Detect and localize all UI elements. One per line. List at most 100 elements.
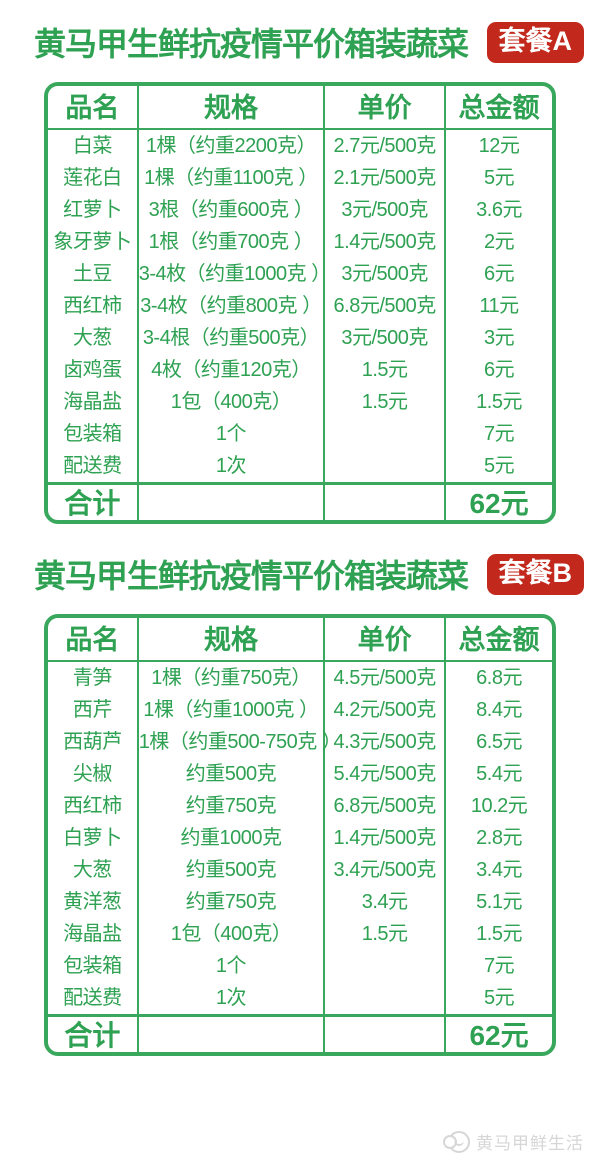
table-cell: 西芹 bbox=[48, 694, 139, 726]
header-cell-product: 品名 bbox=[48, 86, 139, 130]
package-a-header: 黄马甲生鲜抗疫情平价箱装蔬菜 套餐A bbox=[34, 20, 584, 64]
table-cell: 6.5元 bbox=[476, 731, 522, 753]
table-cell: 白菜 bbox=[48, 130, 139, 162]
header-cell-spec: 规格 bbox=[138, 618, 326, 662]
table-cell: 1包（400克） bbox=[139, 918, 326, 950]
table-cell: 配送费 bbox=[48, 982, 139, 1014]
table-cell: 5元 bbox=[483, 987, 515, 1009]
header-cell-total: 总金额 bbox=[446, 618, 552, 662]
total-row: 合计 62元 bbox=[48, 482, 552, 520]
table-cell: 1.5元 bbox=[476, 923, 522, 945]
table-cell: 白萝卜 bbox=[48, 822, 139, 854]
package-b-section: 黄马甲生鲜抗疫情平价箱装蔬菜 套餐B 品名 规格 单价 总金额 青笋 1棵（约重7… bbox=[0, 552, 600, 1056]
table-cell: 1.4元/500克 bbox=[325, 822, 447, 854]
table-cell bbox=[325, 418, 447, 450]
table-cell: 1次 bbox=[139, 982, 326, 1014]
table-cell: 3.4元 bbox=[476, 859, 522, 881]
table-cell: 3-4枚（约重1000克 ） bbox=[139, 258, 331, 290]
table-row: 尖椒 约重500克 5.4元/500克 5.4元 bbox=[48, 758, 552, 790]
table-cell: 3元/500克 bbox=[325, 322, 447, 354]
table-cell: 3-4根（约重500克） bbox=[139, 322, 326, 354]
price-table-b: 品名 规格 单价 总金额 青笋 1棵（约重750克） 4.5元/500克 6.8元 西芹… bbox=[44, 614, 556, 1056]
table-cell: 土豆 bbox=[48, 258, 139, 290]
table-row: 莲花白 1棵（约重1100克 ） 2.1元/500克 5元 bbox=[48, 162, 552, 194]
table-row: 配送费 1次 5元 bbox=[48, 982, 552, 1014]
table-cell: 1.5元 bbox=[476, 391, 522, 413]
table-cell: 1棵（约重500-750克 ） bbox=[139, 726, 342, 758]
table-cell: 7元 bbox=[483, 423, 515, 445]
table-row: 包装箱 1个 7元 bbox=[48, 418, 552, 450]
table-cell: 12元 bbox=[478, 135, 520, 157]
table-row: 白菜 1棵（约重2200克） 2.7元/500克 12元 bbox=[48, 130, 552, 162]
table-row: 海晶盐 1包（400克） 1.5元 1.5元 bbox=[48, 386, 552, 418]
table-cell: 6元 bbox=[483, 359, 515, 381]
table-cell: 1.5元 bbox=[325, 918, 447, 950]
table-cell: 1棵（约重750克） bbox=[139, 662, 326, 694]
table-cell bbox=[325, 450, 447, 482]
total-label: 合计 bbox=[48, 482, 139, 520]
table-row: 西葫芦 1棵（约重500-750克 ） 4.3元/500克 6.5元 bbox=[48, 726, 552, 758]
table-row: 西红柿 3-4枚（约重800克 ） 6.8元/500克 11元 bbox=[48, 290, 552, 322]
header-cell-product: 品名 bbox=[48, 618, 139, 662]
total-label: 合计 bbox=[48, 1014, 139, 1052]
table-cell: 大葱 bbox=[48, 322, 139, 354]
table-cell: 3.4元/500克 bbox=[325, 854, 447, 886]
table-cell: 6元 bbox=[483, 263, 515, 285]
table-cell: 11元 bbox=[479, 295, 519, 317]
header-cell-spec: 规格 bbox=[138, 86, 326, 130]
table-cell bbox=[325, 950, 447, 982]
table-row: 象牙萝卜 1根（约重700克 ） 1.4元/500克 2元 bbox=[48, 226, 552, 258]
table-body: 白菜 1棵（约重2200克） 2.7元/500克 12元 莲花白 1棵（约重1100克 ）… bbox=[48, 130, 552, 482]
table-header-row: 品名 规格 单价 总金额 bbox=[48, 618, 552, 662]
table-cell: 4.5元/500克 bbox=[325, 662, 447, 694]
table-cell: 5.4元 bbox=[476, 763, 522, 785]
table-cell: 配送费 bbox=[48, 450, 139, 482]
table-cell: 约重500克 bbox=[139, 758, 326, 790]
table-cell: 包装箱 bbox=[48, 950, 139, 982]
table-cell: 约重1000克 bbox=[139, 822, 326, 854]
table-cell: 2元 bbox=[483, 231, 515, 253]
package-badge: 套餐A bbox=[486, 21, 584, 63]
table-cell: 1.4元/500克 bbox=[325, 226, 447, 258]
watermark-logo-icon bbox=[443, 1130, 470, 1153]
table-cell: 5.1元 bbox=[476, 891, 522, 913]
table-cell: 西红柿 bbox=[48, 290, 139, 322]
table-row: 土豆 3-4枚（约重1000克 ） 3元/500克 6元 bbox=[48, 258, 552, 290]
table-row: 白萝卜 约重1000克 1.4元/500克 2.8元 bbox=[48, 822, 552, 854]
table-cell: 6.8元/500克 bbox=[325, 790, 447, 822]
table-row: 配送费 1次 5元 bbox=[48, 450, 552, 482]
table-cell: 西葫芦 bbox=[48, 726, 139, 758]
table-cell: 1棵（约重1100克 ） bbox=[139, 162, 326, 194]
table-row: 海晶盐 1包（400克） 1.5元 1.5元 bbox=[48, 918, 552, 950]
table-row: 红萝卜 3根（约重600克 ） 3元/500克 3.6元 bbox=[48, 194, 552, 226]
table-cell: 6.8元/500克 bbox=[325, 290, 447, 322]
package-a-section: 黄马甲生鲜抗疫情平价箱装蔬菜 套餐A 品名 规格 单价 总金额 白菜 1棵（约重2… bbox=[0, 20, 600, 524]
table-cell bbox=[325, 982, 447, 1014]
package-title: 黄马甲生鲜抗疫情平价箱装蔬菜 bbox=[34, 26, 469, 62]
table-cell: 莲花白 bbox=[48, 162, 139, 194]
table-cell: 2.8元 bbox=[476, 827, 522, 849]
table-row: 青笋 1棵（约重750克） 4.5元/500克 6.8元 bbox=[48, 662, 552, 694]
table-row: 黄洋葱 约重750克 3.4元 5.1元 bbox=[48, 886, 552, 918]
package-badge: 套餐B bbox=[486, 553, 584, 595]
table-cell: 卤鸡蛋 bbox=[48, 354, 139, 386]
table-cell: 7元 bbox=[483, 955, 515, 977]
table-cell: 海晶盐 bbox=[48, 386, 139, 418]
table-body: 青笋 1棵（约重750克） 4.5元/500克 6.8元 西芹 1棵（约重1000克 ） 4… bbox=[48, 662, 552, 1014]
table-cell: 约重750克 bbox=[139, 790, 326, 822]
table-cell: 1棵（约重2200克） bbox=[139, 130, 326, 162]
table-cell: 1棵（约重1000克 ） bbox=[139, 694, 326, 726]
table-cell: 1个 bbox=[139, 418, 326, 450]
header-cell-unit-price: 单价 bbox=[325, 86, 447, 130]
table-row: 西芹 1棵（约重1000克 ） 4.2元/500克 8.4元 bbox=[48, 694, 552, 726]
table-cell: 约重500克 bbox=[139, 854, 326, 886]
table-cell: 10.2元 bbox=[470, 795, 528, 817]
table-row: 西红柿 约重750克 6.8元/500克 10.2元 bbox=[48, 790, 552, 822]
table-cell: 3.6元 bbox=[476, 199, 522, 221]
package-title: 黄马甲生鲜抗疫情平价箱装蔬菜 bbox=[34, 558, 469, 594]
watermark: 黄马甲鲜生活 bbox=[443, 1129, 584, 1154]
package-b-header: 黄马甲生鲜抗疫情平价箱装蔬菜 套餐B bbox=[34, 552, 584, 596]
table-row: 大葱 约重500克 3.4元/500克 3.4元 bbox=[48, 854, 552, 886]
table-cell: 4.3元/500克 bbox=[325, 726, 447, 758]
total-unit-empty bbox=[325, 482, 447, 520]
